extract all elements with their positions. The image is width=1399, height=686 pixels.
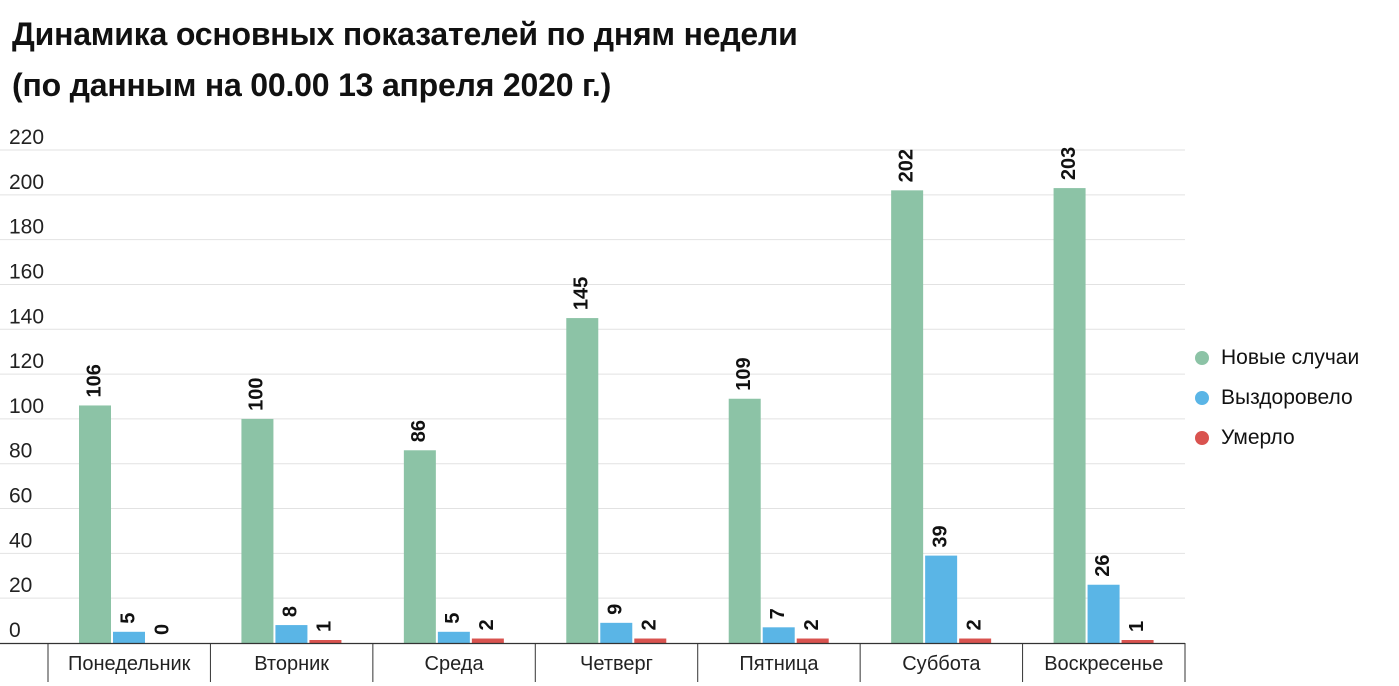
data-label: 5 [117,613,139,624]
data-label: 26 [1092,554,1114,576]
y-tick-label: 60 [9,485,32,508]
legend-label-died: Умерло [1221,426,1295,449]
data-label: 2 [963,619,985,630]
data-label: 203 [1058,147,1080,180]
chart-subtitle: (по данным на 00.00 13 апреля 2020 г.) [12,67,612,103]
data-label: 39 [929,525,951,547]
bar [437,631,470,643]
legend-item-new-cases: Новые случаи [1195,338,1359,378]
bar [634,638,667,643]
data-label: 0 [151,624,173,635]
data-label: 202 [895,149,917,182]
bar [925,555,958,643]
bar [728,398,761,643]
data-label: 8 [280,606,302,617]
data-label: 2 [801,619,823,630]
data-label: 2 [639,619,661,630]
data-label: 100 [246,378,268,411]
y-tick-label: 140 [9,305,44,328]
bar [600,622,633,643]
legend-item-died: Умерло [1195,418,1359,458]
x-tick-label: Вторник [254,653,329,675]
x-tick-label: Воскресенье [1044,653,1163,675]
bar [79,405,111,643]
y-tick-label: 180 [9,216,44,239]
data-label: 7 [767,608,789,619]
bar [959,638,992,643]
data-label: 1 [314,621,336,632]
x-tick-label: Четверг [580,653,653,675]
bar [309,640,342,643]
legend-label-new-cases: Новые случаи [1221,346,1360,369]
data-label: 2 [476,619,498,630]
data-label: 106 [83,364,105,397]
y-axis: 0 20 40 60 80 100 120 140 160 180 200 220 [9,126,44,642]
bar [471,638,504,643]
bar [1053,188,1086,643]
data-label: 5 [442,613,464,624]
legend-marker-new-cases [1195,351,1209,365]
bar [241,418,274,643]
y-tick-label: 120 [9,350,44,373]
legend-label-recovered: Выздоровело [1221,386,1353,409]
x-tick-label: Среда [425,653,485,675]
data-label: 145 [571,277,593,310]
y-tick-label: 40 [9,529,32,552]
bar [566,318,599,643]
bars: 106 5 0 100 8 1 86 5 2 145 9 2 109 7 2 202 39 2 203 26 1 [79,147,1154,643]
y-tick-label: 80 [9,440,32,463]
data-label: 109 [733,357,755,390]
bar [1087,584,1120,643]
data-label: 1 [1126,621,1148,632]
y-tick-label: 200 [9,171,44,194]
bar [275,625,308,643]
bar [403,450,436,643]
y-tick-label: 160 [9,260,44,283]
y-tick-label: 100 [9,395,44,418]
bar [796,638,829,643]
y-tick-label: 220 [9,126,44,149]
bar [891,190,924,643]
data-label: 86 [408,420,430,442]
y-tick-label: 0 [9,619,21,642]
legend-marker-died [1195,431,1209,445]
legend: Новые случаи Выздоровело Умерло [1195,338,1359,458]
data-label: 9 [605,604,627,615]
x-tick-label: Пятница [739,653,819,675]
chart-title: Динамика основных показателей по дням не… [12,16,798,52]
bar [113,631,145,643]
bar [762,627,795,643]
x-tick-label: Суббота [902,653,981,675]
legend-marker-recovered [1195,391,1209,405]
x-tick-label: Понедельник [68,653,191,675]
y-tick-label: 20 [9,574,32,597]
bar [1121,640,1154,643]
legend-item-recovered: Выздоровело [1195,378,1359,418]
x-axis: Понедельник Вторник Среда Четверг Пятница Суб… [0,642,1186,682]
